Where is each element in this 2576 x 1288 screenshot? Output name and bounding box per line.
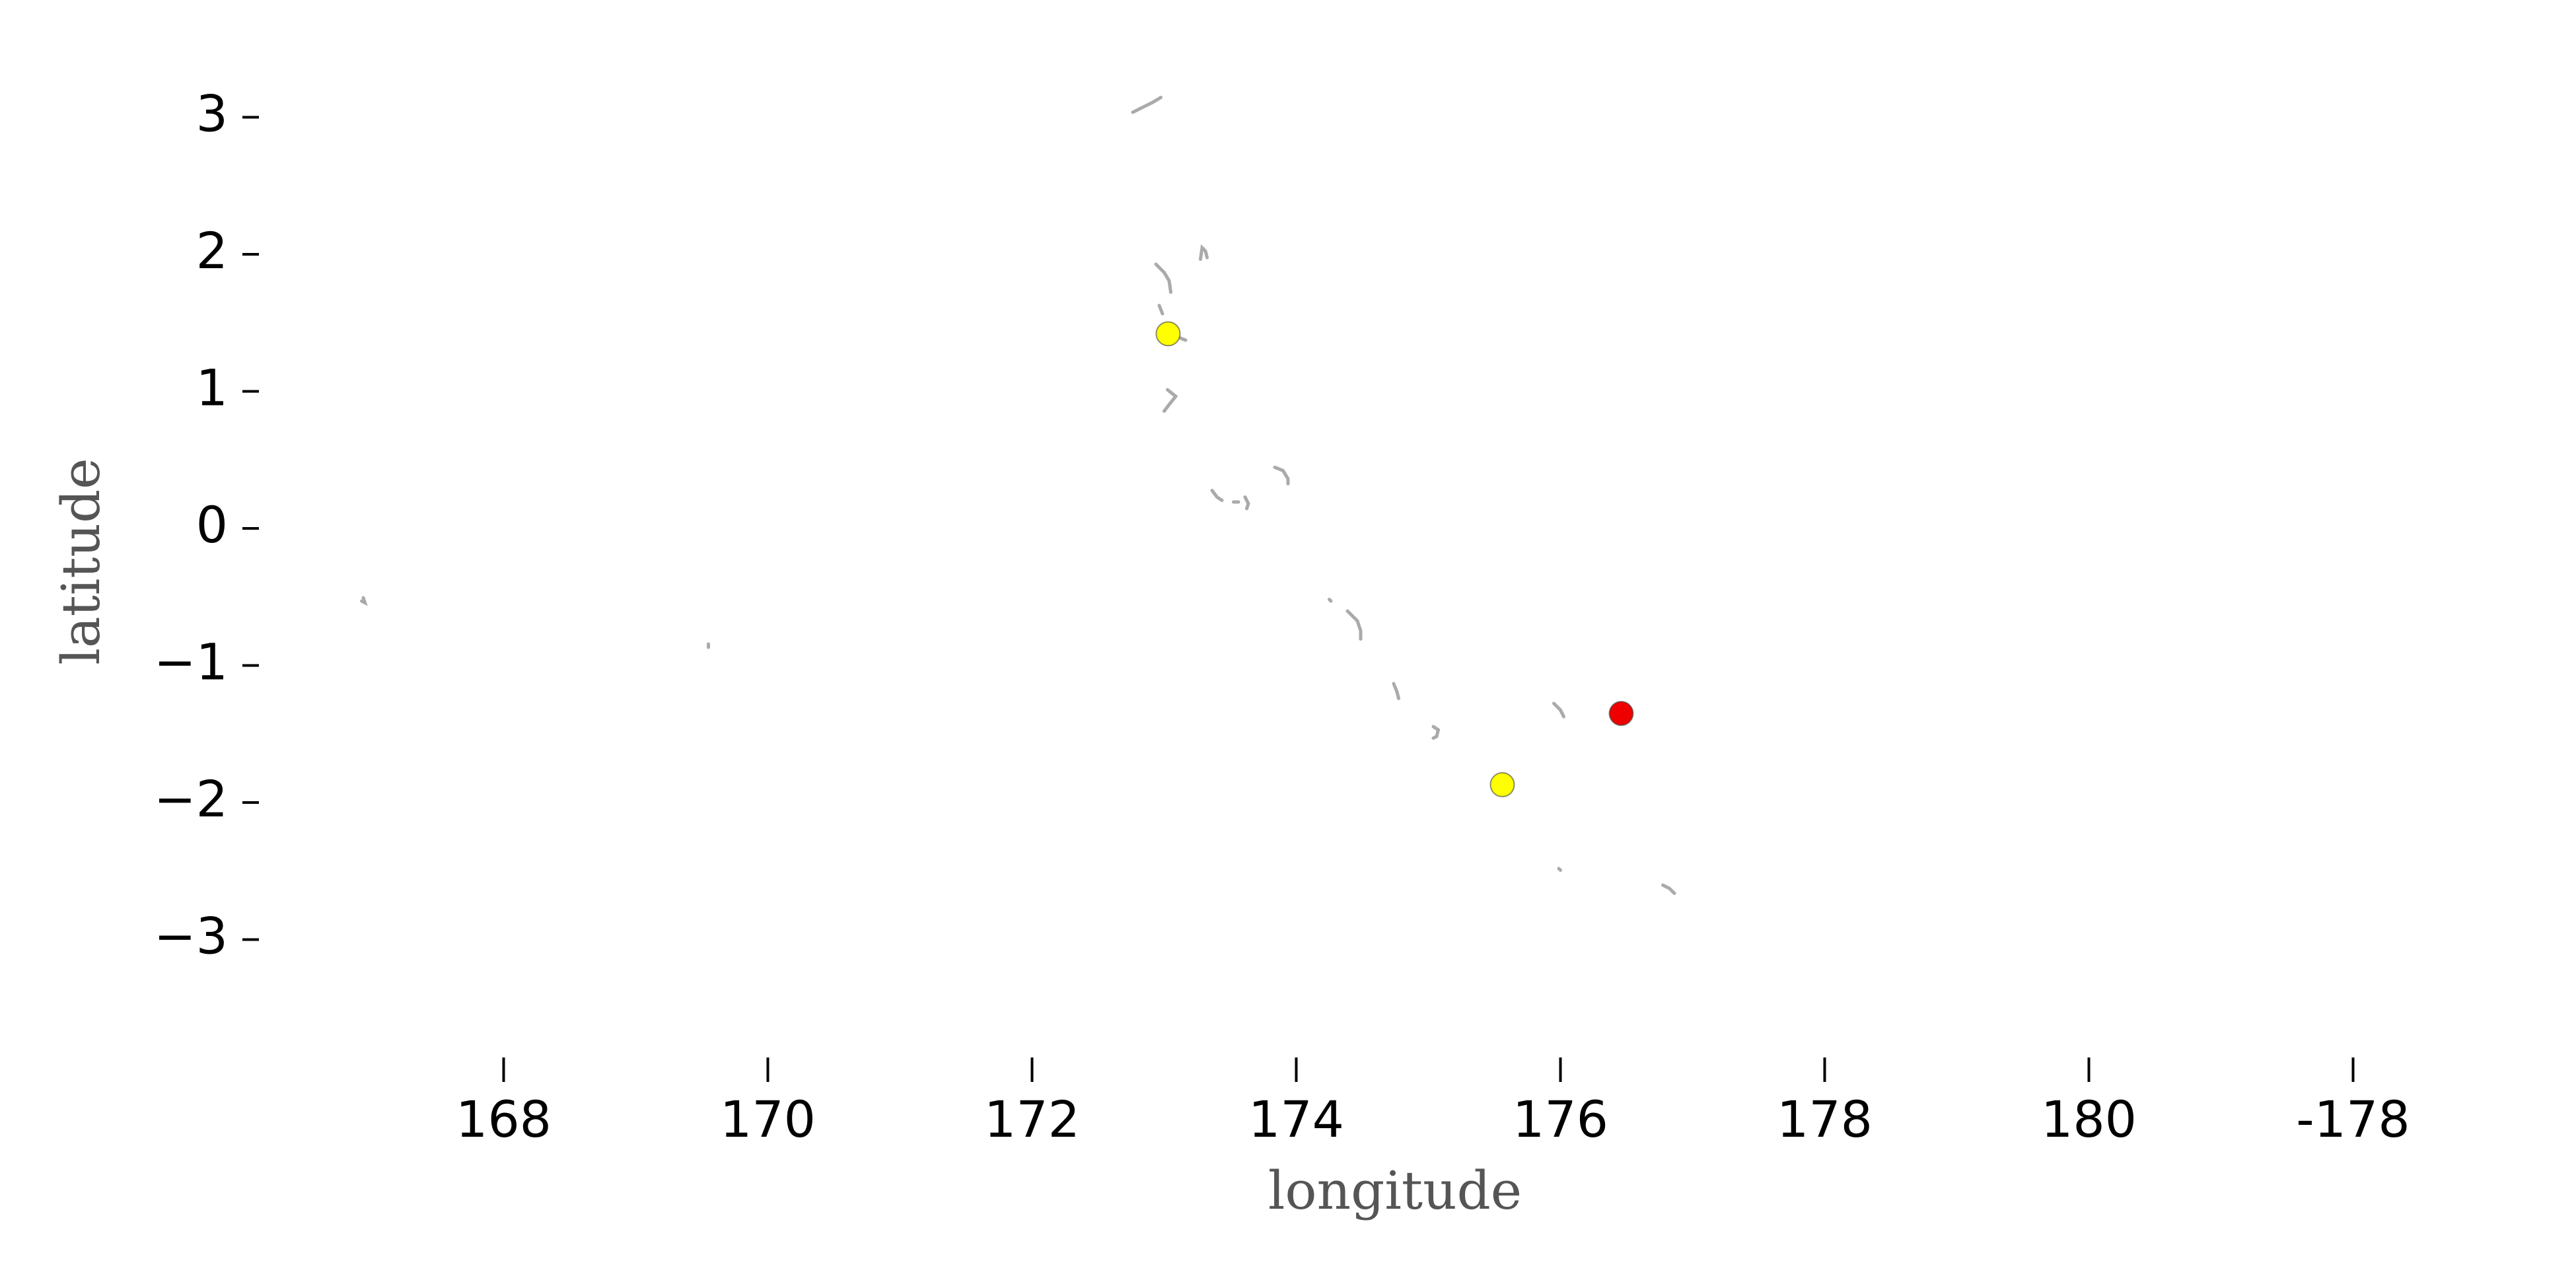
y-tick-label: 1 [196,358,228,417]
x-tick-label: -178 [2296,1090,2410,1149]
y-tick-label: 0 [196,495,228,554]
point [1608,701,1634,727]
y-axis-label: latitude [50,458,112,664]
point [1489,772,1515,798]
y-tick-label: −2 [154,769,228,828]
x-tick-label: 168 [456,1090,552,1149]
x-tick-label: 178 [1777,1090,1873,1149]
x-tick-label: 172 [984,1090,1080,1149]
x-axis-label: longitude [1268,1160,1522,1221]
x-tick-label: 170 [720,1090,816,1149]
y-tick-label: −1 [154,633,228,692]
coastlines [360,96,1676,895]
x-tick-label: 176 [1513,1090,1608,1149]
y-tick-label: 3 [196,84,228,143]
point [1155,321,1181,347]
y-tick-label: −3 [154,907,228,966]
y-tick-label: 2 [196,221,228,280]
x-tick-label: 174 [1248,1090,1344,1149]
x-tick-label: 180 [2041,1090,2137,1149]
